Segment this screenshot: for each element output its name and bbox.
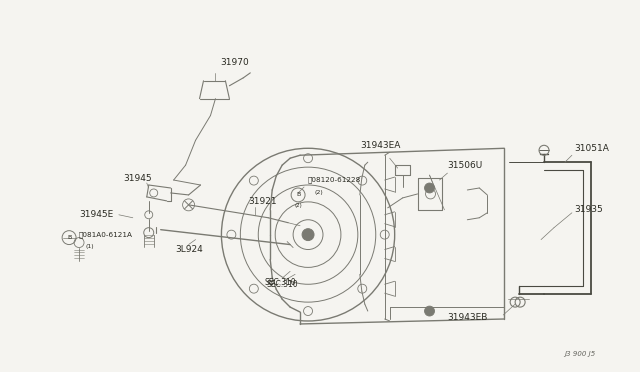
Text: 31945: 31945 — [123, 174, 152, 183]
Circle shape — [302, 229, 314, 241]
Text: 31945E: 31945E — [79, 210, 113, 219]
Text: 31935: 31935 — [574, 205, 603, 214]
Text: Ⓑ081A0-6121A: Ⓑ081A0-6121A — [79, 231, 133, 238]
Text: SEC.310: SEC.310 — [266, 280, 298, 289]
Text: B: B — [296, 192, 300, 198]
Text: SEC.310: SEC.310 — [264, 278, 296, 287]
Text: 31506U: 31506U — [447, 161, 483, 170]
Text: (1): (1) — [85, 244, 93, 249]
Circle shape — [424, 306, 435, 316]
Circle shape — [424, 183, 435, 193]
Text: B: B — [67, 235, 71, 240]
Text: 3L924: 3L924 — [175, 245, 204, 254]
Text: (2): (2) — [314, 190, 323, 195]
Text: J3 900 J5: J3 900 J5 — [564, 351, 595, 357]
Text: 31051A: 31051A — [574, 144, 609, 153]
Text: 31943EA: 31943EA — [360, 141, 400, 150]
Text: Ⓑ08120-61228: Ⓑ08120-61228 — [308, 177, 362, 183]
Text: 31943EB: 31943EB — [447, 312, 488, 321]
Text: 31921: 31921 — [248, 198, 277, 206]
Text: 31970: 31970 — [220, 58, 249, 67]
Text: (2): (2) — [294, 203, 302, 208]
